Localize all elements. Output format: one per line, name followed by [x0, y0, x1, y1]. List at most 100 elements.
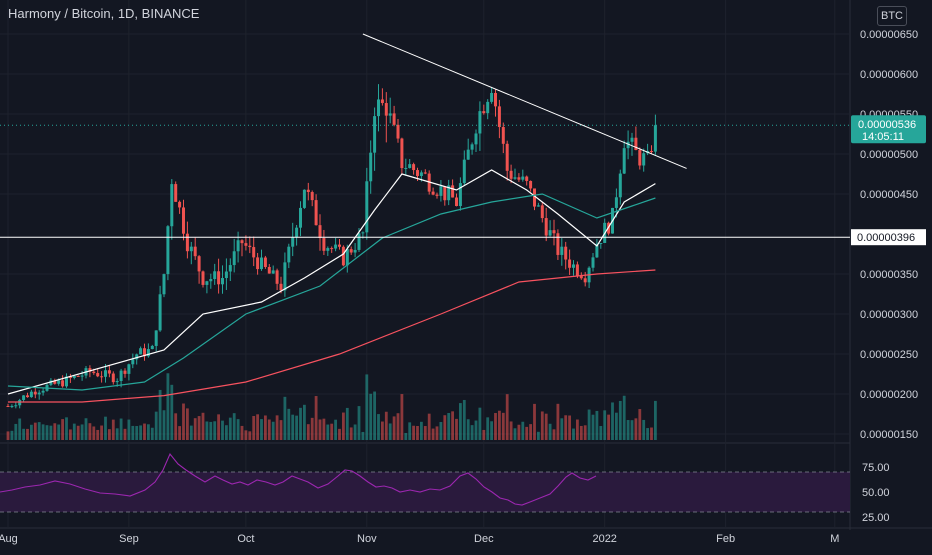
volume-bar: [634, 418, 638, 440]
time-tick-label: Aug: [0, 533, 18, 545]
volume-bar: [186, 408, 189, 440]
volume-bar: [170, 384, 174, 440]
candle-body: [416, 170, 419, 176]
candle-body: [232, 251, 236, 266]
volume-bar: [69, 429, 72, 440]
volume-bar: [131, 425, 135, 440]
volume-bar: [435, 426, 439, 440]
volume-bar: [100, 425, 103, 440]
volume-bar: [556, 403, 560, 440]
candle-body: [380, 99, 384, 104]
volume-bar: [53, 423, 57, 440]
candle-body: [76, 375, 80, 377]
candle-body: [423, 172, 427, 174]
volume-bar: [201, 412, 205, 440]
level-tag-label: 0.00000396: [857, 232, 915, 244]
volume-bar: [65, 417, 68, 440]
candle-body: [240, 240, 244, 244]
candle-body: [49, 380, 53, 385]
volume-bar: [451, 411, 454, 440]
candle-body: [455, 197, 458, 207]
volume-bar: [326, 424, 330, 440]
candle-body: [314, 200, 318, 226]
volume-bar: [61, 419, 64, 440]
candle-body: [193, 246, 197, 257]
candle-body: [209, 279, 213, 282]
volume-bar: [474, 420, 478, 440]
volume-bar: [283, 396, 287, 440]
candle-body: [260, 257, 263, 270]
volume-bar: [178, 426, 181, 440]
rsi-band: [0, 472, 850, 512]
candle-body: [295, 227, 299, 238]
volume-bar: [505, 394, 509, 440]
volume-bar: [642, 419, 646, 440]
volume-bar: [638, 409, 642, 440]
candle-body: [599, 242, 603, 244]
candle-body: [579, 275, 583, 279]
candle-body: [357, 233, 361, 250]
volume-bar: [626, 420, 630, 440]
volume-bar: [174, 413, 178, 440]
rsi-tick-label: 50.00: [862, 487, 890, 499]
candle-body: [353, 249, 357, 253]
candle-body: [513, 177, 517, 179]
volume-bar: [236, 419, 240, 440]
volume-bar: [521, 421, 525, 440]
moving-average-line: [7, 169, 656, 395]
volume-bar: [494, 413, 497, 440]
resistance-trendline: [362, 33, 687, 169]
volume-bar: [392, 416, 396, 440]
candle-body: [154, 330, 158, 346]
volume-bar: [420, 421, 423, 440]
volume-bar: [306, 424, 310, 440]
volume-bar: [478, 407, 482, 440]
volume-bar: [80, 424, 84, 440]
candle-body: [349, 249, 353, 253]
candle-body: [392, 113, 396, 125]
volume-bar: [240, 425, 244, 440]
candle-body: [162, 274, 166, 295]
candle-body: [521, 176, 525, 180]
candle-body: [72, 375, 76, 378]
volume-bar: [256, 414, 259, 440]
volume-bar: [396, 413, 400, 440]
candle-body: [18, 399, 22, 406]
candle-body: [466, 149, 470, 160]
candle-body: [283, 262, 287, 291]
candle-body: [302, 189, 306, 208]
volume-bar: [611, 402, 614, 440]
volume-bar: [18, 418, 22, 440]
candle-body: [556, 233, 560, 255]
candle-body: [529, 180, 533, 189]
candle-body: [326, 248, 330, 251]
volume-bar: [310, 417, 314, 440]
volume-bar: [540, 411, 544, 440]
volume-bar: [96, 429, 100, 440]
candle-body: [127, 364, 131, 374]
volume-bar: [646, 428, 649, 440]
candle-body: [310, 192, 314, 201]
volume-bar: [139, 425, 142, 440]
volume-bar: [486, 417, 490, 440]
candle-body: [174, 184, 178, 202]
volume-bar: [162, 410, 166, 440]
candle-body: [100, 376, 104, 378]
candle-body: [143, 348, 146, 357]
volume-bar: [115, 428, 119, 440]
volume-bar: [583, 425, 587, 440]
candle-body: [228, 265, 232, 272]
candle-body: [575, 264, 579, 276]
candle-body: [451, 185, 455, 198]
price-tick-label: 0.00000300: [860, 309, 918, 321]
volume-bar: [26, 428, 29, 440]
candle-body: [517, 177, 521, 180]
time-tick-label: Feb: [716, 533, 735, 545]
volume-bar: [303, 404, 306, 440]
candle-body: [150, 345, 154, 350]
candle-body: [373, 116, 377, 153]
currency-badge[interactable]: BTC: [877, 6, 907, 26]
volume-bar: [205, 421, 209, 440]
volume-bar: [443, 415, 447, 440]
